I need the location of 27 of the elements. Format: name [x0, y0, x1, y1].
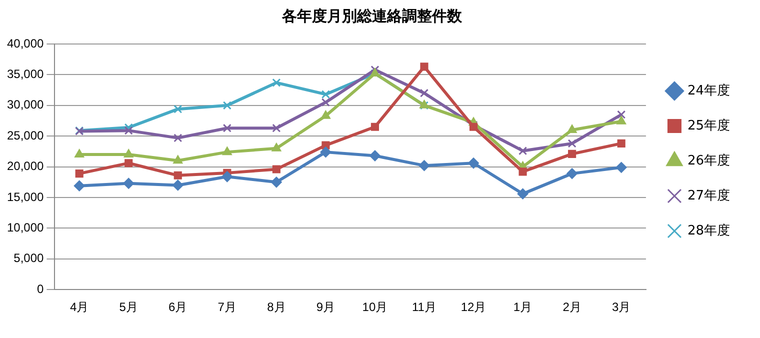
x-tick-label: 8月 [267, 300, 286, 314]
legend-label: 27年度 [687, 187, 730, 204]
x-tick-label: 1月 [513, 300, 532, 314]
y-tick-label: 30,000 [7, 98, 44, 112]
x-tick-label: 6月 [168, 300, 188, 314]
y-tick-label: 20,000 [7, 159, 44, 174]
y-tick-label: 40,000 [7, 36, 44, 50]
x-tick-label: 12月 [460, 300, 486, 314]
x-tick-label: 4月 [70, 300, 89, 314]
x-tick-label: 7月 [218, 300, 236, 314]
y-tick-label: 35,000 [7, 67, 44, 82]
y-tick-label: 10,000 [7, 220, 44, 235]
y-tick-label: 0 [37, 282, 44, 296]
x-tick-label: 11月 [412, 300, 436, 314]
y-tick-label: 15,000 [7, 190, 44, 204]
y-tick-label: 25,000 [7, 128, 44, 142]
x-tick-label: 3月 [612, 300, 631, 314]
legend-label: 24年度 [687, 82, 730, 98]
y-tick-label: 5,000 [14, 251, 44, 266]
x-tick-label: 5月 [119, 300, 138, 314]
legend-label: 28年度 [687, 222, 730, 238]
legend-label: 25年度 [687, 117, 730, 134]
x-tick-label: 2月 [562, 300, 582, 314]
chart-title: 各年度月別総連絡調整件数 [281, 6, 463, 25]
legend-label: 26年度 [687, 152, 730, 168]
x-tick-label: 9月 [316, 300, 336, 314]
x-tick-label: 10月 [362, 300, 388, 314]
